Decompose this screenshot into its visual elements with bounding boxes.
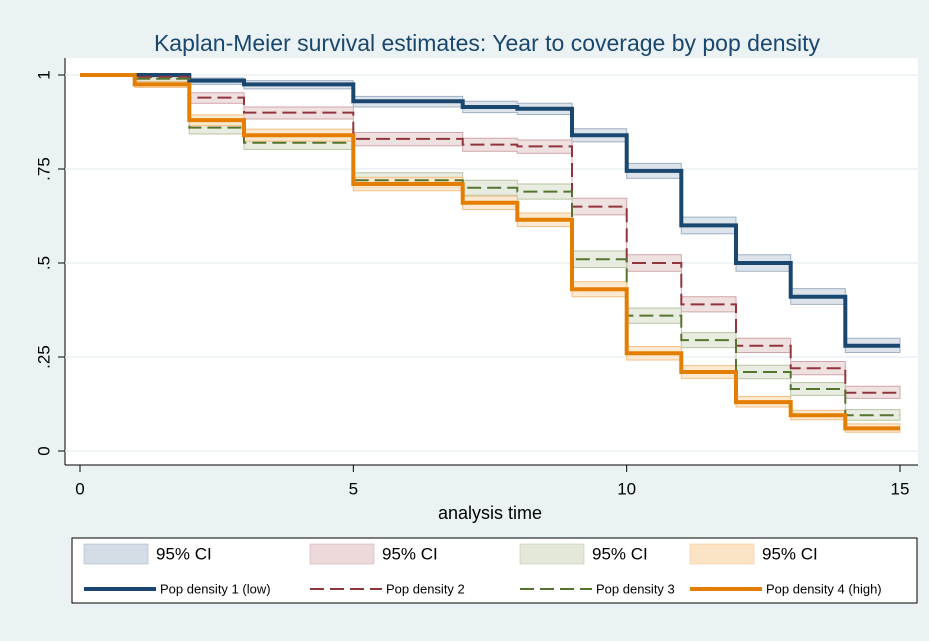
x-tick-label: 15	[891, 479, 910, 498]
legend	[71, 537, 918, 604]
legend-ci-swatch	[309, 543, 375, 565]
y-tick-label: .5	[34, 256, 53, 270]
x-axis-label: analysis time	[438, 503, 542, 523]
legend-ci-label: 95% CI	[592, 544, 648, 563]
y-tick-label: .25	[34, 345, 53, 369]
legend-label: Pop density 2	[386, 581, 465, 596]
survival-line	[80, 74, 900, 417]
legend-ci-label: 95% CI	[156, 544, 212, 563]
legend-label: Pop density 1 (low)	[160, 581, 271, 596]
legend-label: Pop density 3	[596, 581, 675, 596]
legend-ci-swatch	[689, 543, 755, 565]
legend-ci-swatch	[519, 543, 585, 565]
survival-line	[80, 73, 900, 348]
legend-ci-label: 95% CI	[382, 544, 438, 563]
legend-ci-label: 95% CI	[762, 544, 818, 563]
survival-line	[80, 74, 900, 394]
chart-title: Kaplan-Meier survival estimates: Year to…	[154, 30, 821, 56]
y-tick-label: 0	[34, 446, 53, 455]
survival-line	[80, 73, 900, 431]
y-tick-label: .75	[34, 157, 53, 181]
ci-band	[80, 74, 901, 399]
x-tick-label: 5	[349, 479, 358, 498]
x-tick-label: 0	[75, 479, 84, 498]
x-tick-label: 10	[617, 479, 636, 498]
y-tick-label: 1	[34, 70, 53, 79]
legend-label: Pop density 4 (high)	[766, 581, 882, 596]
legend-ci-swatch	[83, 543, 149, 565]
